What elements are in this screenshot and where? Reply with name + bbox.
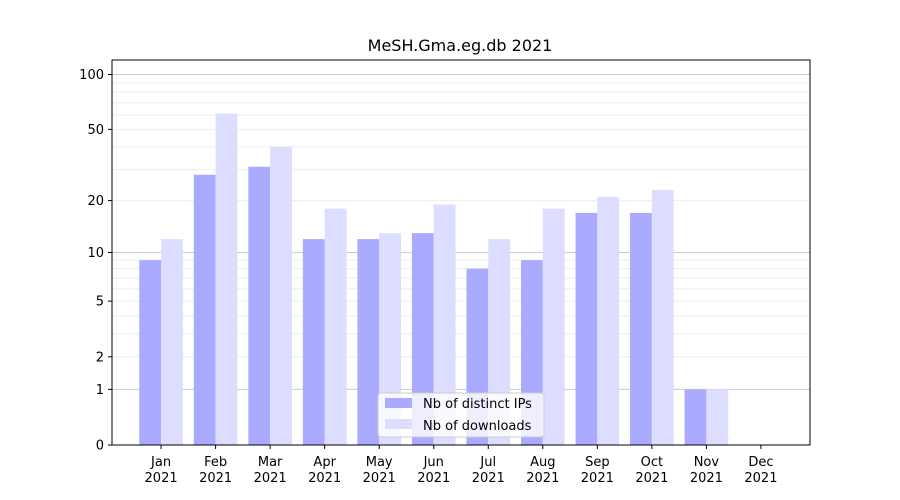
x-tick-label: Sep 2021 bbox=[581, 455, 614, 486]
legend-swatch-distinct-ips bbox=[385, 398, 412, 408]
bar-distinct-ips bbox=[575, 212, 598, 445]
legend-label-distinct-ips: Nb of distinct IPs bbox=[423, 397, 532, 412]
bar-distinct-ips bbox=[193, 174, 216, 446]
y-tick-label: 10 bbox=[87, 246, 104, 261]
bar-downloads bbox=[597, 196, 620, 445]
y-tick-label: 20 bbox=[87, 194, 104, 209]
y-axis: 0 1 2 5 10 20 50 100 bbox=[79, 68, 112, 454]
x-tick-label: Feb 2021 bbox=[199, 455, 232, 486]
x-tick-label: Dec 2021 bbox=[744, 455, 777, 486]
y-tick-label: 100 bbox=[79, 68, 104, 83]
bar-downloads bbox=[433, 204, 456, 445]
bar-downloads bbox=[161, 239, 183, 445]
bar-downloads bbox=[651, 189, 674, 445]
bar-distinct-ips bbox=[411, 233, 434, 445]
x-tick-label: Oct 2021 bbox=[635, 455, 668, 486]
x-tick-label: Jan 2021 bbox=[145, 455, 178, 486]
y-tick-label: 1 bbox=[96, 383, 104, 398]
x-tick-label: Jun 2021 bbox=[417, 455, 450, 486]
x-tick-label: May 2021 bbox=[363, 455, 396, 486]
legend-swatch-downloads bbox=[385, 419, 412, 429]
bar-distinct-ips bbox=[302, 239, 325, 445]
bar-distinct-ips bbox=[248, 166, 271, 446]
bar-distinct-ips bbox=[630, 212, 652, 445]
x-tick-label: Nov 2021 bbox=[690, 455, 723, 486]
x-tick-label: Jul 2021 bbox=[472, 455, 505, 486]
bar-distinct-ips bbox=[357, 239, 380, 445]
x-tick-label: Apr 2021 bbox=[308, 455, 341, 486]
y-tick-label: 2 bbox=[96, 350, 104, 365]
x-tick-label: Aug 2021 bbox=[526, 455, 559, 486]
y-tick-label: 50 bbox=[87, 123, 104, 138]
bar-distinct-ips bbox=[139, 260, 162, 445]
legend-label-downloads: Nb of downloads bbox=[423, 419, 532, 434]
x-tick-label: Mar 2021 bbox=[254, 455, 287, 486]
y-tick-label: 0 bbox=[96, 439, 104, 454]
bar-distinct-ips bbox=[684, 389, 707, 445]
bar-downloads bbox=[215, 113, 238, 446]
legend: Nb of distinct IPs Nb of downloads bbox=[377, 392, 545, 438]
y-tick-label: 5 bbox=[96, 295, 104, 310]
x-axis: Jan 2021 Feb 2021 Mar 2021 Apr 2021 May 2021 Jun 20… bbox=[145, 445, 777, 486]
bars bbox=[139, 113, 729, 446]
bar-downloads bbox=[324, 208, 347, 445]
bar-downloads bbox=[706, 389, 729, 445]
bar-downloads bbox=[270, 146, 292, 445]
legend-box bbox=[377, 392, 545, 438]
bar-downloads bbox=[379, 233, 402, 445]
chart-title: MeSH.Gma.eg.db 2021 bbox=[368, 36, 553, 55]
bar-downloads bbox=[542, 208, 565, 445]
